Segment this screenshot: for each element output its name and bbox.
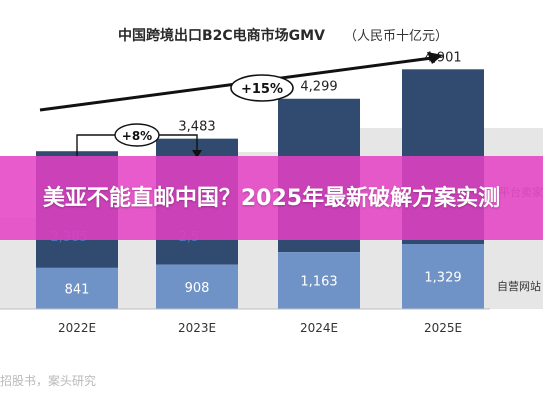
category-label-2023E: 2023E: [178, 321, 216, 335]
legend-label-self-site: 自营网站: [497, 279, 541, 293]
value-label-self: 841: [65, 282, 90, 297]
category-label-2025E: 2025E: [424, 321, 462, 335]
banner[interactable]: 美亚不能直邮中国？2025年最新破解方案实测: [0, 156, 543, 240]
labels-group: 8412,3852022E9082,53,4832023E1,1634,2992…: [50, 50, 462, 335]
bar-self-2022E: [36, 267, 118, 309]
chart-title: 中国跨境出口B2C电商市场GMV: [118, 27, 325, 44]
annotations-group: +15% +8%: [39, 52, 443, 158]
value-label-self: 1,163: [300, 275, 337, 290]
category-label-2022E: 2022E: [58, 321, 96, 335]
category-label-2024E: 2024E: [300, 321, 338, 335]
value-label-self: 1,329: [424, 270, 461, 285]
growth-label-15: +15%: [241, 82, 283, 97]
total-label-2023E: 3,483: [178, 120, 215, 135]
growth-bubble-8: [114, 123, 160, 147]
growth-bubble-15: [230, 74, 294, 102]
chart-unit: （人民币十亿元）: [344, 29, 448, 44]
source-watermark: 招股书，案头研究: [0, 374, 97, 388]
bar-self-2023E: [156, 264, 238, 309]
bar-self-2024E: [278, 252, 360, 309]
value-label-self: 908: [185, 281, 210, 296]
total-label-2024E: 4,299: [300, 80, 337, 95]
banner-title[interactable]: 美亚不能直邮中国？2025年最新破解方案实测: [42, 185, 501, 211]
growth-label-8: +8%: [122, 129, 152, 143]
growth-arrow-head: [427, 52, 443, 64]
growth-bracket-head: [192, 150, 202, 158]
bar-self-2025E: [402, 243, 484, 309]
